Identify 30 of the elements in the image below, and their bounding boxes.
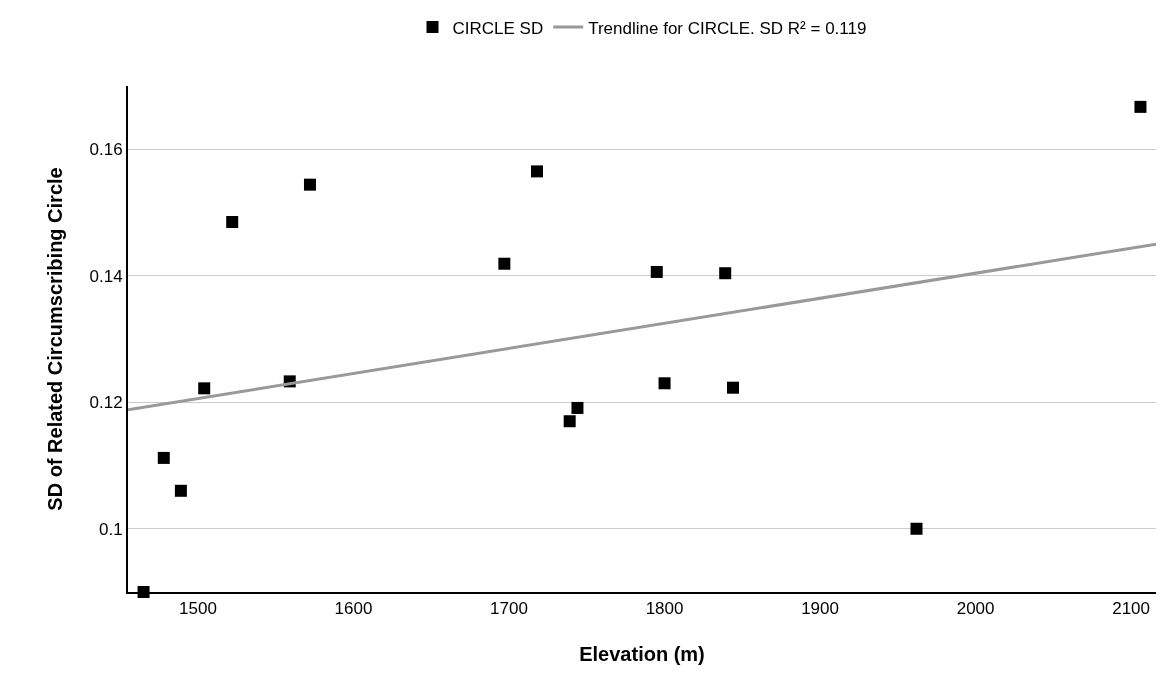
point [571,401,584,414]
y-tick-label: 0.14 [89,266,123,286]
x-tick-label: 1500 [179,599,217,619]
point [198,382,211,395]
point [719,267,732,280]
point [226,215,239,228]
x-tick-label: 2000 [956,599,995,619]
point [563,415,576,428]
y-axis-title: SD of Related Circumscribing Circle [43,167,66,511]
y-tick-label: 0.1 [98,519,123,539]
point [1134,100,1147,113]
point [303,178,316,191]
legend-label: Trendline for CIRCLE. SD R² = 0.119 [588,18,867,38]
point [174,484,187,497]
point [910,522,923,535]
point [726,381,739,394]
x-tick-label: 1900 [801,599,839,619]
point [650,265,663,278]
point [157,451,170,464]
point [531,165,544,178]
point [498,257,511,270]
y-tick-label: 0.16 [89,140,123,160]
x-tick-label: 1700 [490,599,528,619]
x-tick-label: 2100 [1112,599,1151,619]
x-tick-label: 1600 [334,599,373,619]
legend-label: CIRCLE SD [452,18,544,38]
point [658,377,671,390]
y-tick-label: 0.12 [89,393,123,413]
x-tick-label: 1800 [645,599,684,619]
x-axis-title: Elevation (m) [579,643,705,666]
